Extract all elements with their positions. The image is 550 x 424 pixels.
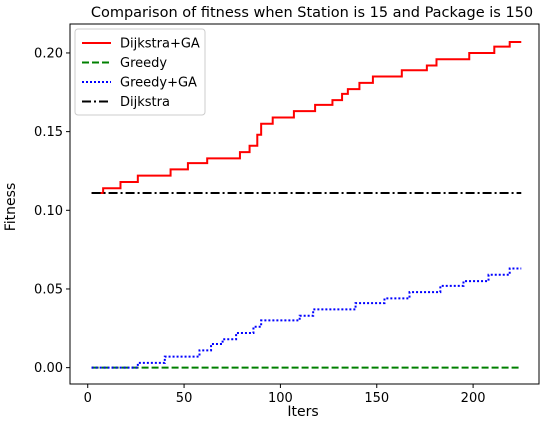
y-tick-label: 0.20: [34, 46, 63, 61]
x-axis: 0 50 100 150 200: [84, 384, 486, 406]
legend-label: Dijkstra: [120, 95, 170, 110]
y-tick-label: 0.10: [34, 204, 63, 219]
legend-box: [74, 28, 206, 116]
x-tick-label: 0: [84, 391, 92, 406]
series-line-dijkstra-ga: [91, 40, 522, 194]
plot-frame: [69, 23, 540, 385]
y-axis: 0.00 0.05 0.10 0.15 0.20: [34, 46, 70, 376]
chart-title: Comparison of fitness when Station is 15…: [91, 5, 533, 21]
y-tick-label: 0.15: [34, 125, 63, 140]
x-tick-label: 100: [268, 391, 293, 406]
series-line-greedy-ga: [91, 267, 522, 369]
x-tick-label: 150: [364, 391, 389, 406]
x-axis-label: Iters: [287, 404, 318, 420]
legend-label: Dijkstra+GA: [120, 37, 200, 52]
y-tick-label: 0.05: [34, 282, 63, 297]
legend-label: Greedy+GA: [120, 76, 197, 91]
y-tick-label: 0.00: [34, 361, 63, 376]
y-axis-label: Fitness: [3, 183, 19, 232]
legend-label: Greedy: [120, 56, 167, 71]
legend: Dijkstra+GA Greedy Greedy+GA Dijkstra: [74, 28, 206, 116]
x-tick-label: 50: [176, 391, 193, 406]
plot-area: [69, 23, 540, 385]
x-tick-label: 200: [461, 391, 486, 406]
